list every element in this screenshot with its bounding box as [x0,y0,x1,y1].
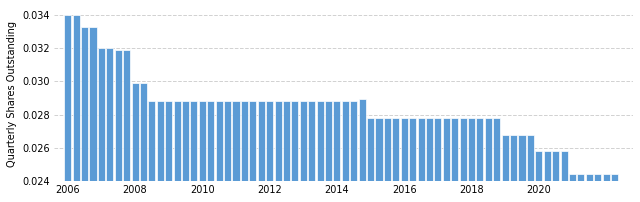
Bar [376,118,383,202]
Bar [98,48,105,202]
Bar [392,118,399,202]
Bar [131,83,139,202]
Bar [115,50,122,202]
Bar [165,101,172,202]
Bar [476,118,483,202]
Bar [367,118,374,202]
Bar [409,118,416,202]
Bar [266,101,273,202]
Bar [207,101,214,202]
Bar [333,101,340,202]
Bar [518,135,525,202]
Bar [460,118,467,202]
Bar [401,118,408,202]
Bar [123,50,130,202]
Bar [199,101,206,202]
Bar [148,101,156,202]
Bar [140,83,147,202]
Bar [350,101,357,202]
Bar [216,101,223,202]
Bar [90,27,97,202]
Bar [72,15,80,202]
Bar [417,118,424,202]
Bar [603,174,610,202]
Bar [493,118,500,202]
Bar [594,174,601,202]
Bar [157,101,164,202]
Bar [317,101,324,202]
Bar [106,48,113,202]
Bar [527,135,534,202]
Bar [577,174,584,202]
Bar [342,101,349,202]
Bar [586,174,593,202]
Bar [308,101,316,202]
Bar [300,101,307,202]
Bar [502,135,509,202]
Bar [443,118,450,202]
Bar [451,118,458,202]
Bar [569,174,576,202]
Bar [241,101,248,202]
Bar [232,101,239,202]
Bar [64,15,71,202]
Bar [510,135,517,202]
Bar [611,174,618,202]
Bar [291,101,298,202]
Bar [358,99,365,202]
Bar [435,118,442,202]
Bar [81,27,88,202]
Bar [426,118,433,202]
Bar [552,151,559,202]
Bar [258,101,265,202]
Bar [250,101,257,202]
Bar [535,151,542,202]
Y-axis label: Quarterly Shares Outstanding: Quarterly Shares Outstanding [7,21,17,167]
Bar [224,101,231,202]
Bar [191,101,198,202]
Bar [173,101,180,202]
Bar [468,118,475,202]
Bar [485,118,492,202]
Bar [325,101,332,202]
Bar [283,101,290,202]
Bar [275,101,282,202]
Bar [561,151,568,202]
Bar [182,101,189,202]
Bar [544,151,551,202]
Bar [384,118,391,202]
